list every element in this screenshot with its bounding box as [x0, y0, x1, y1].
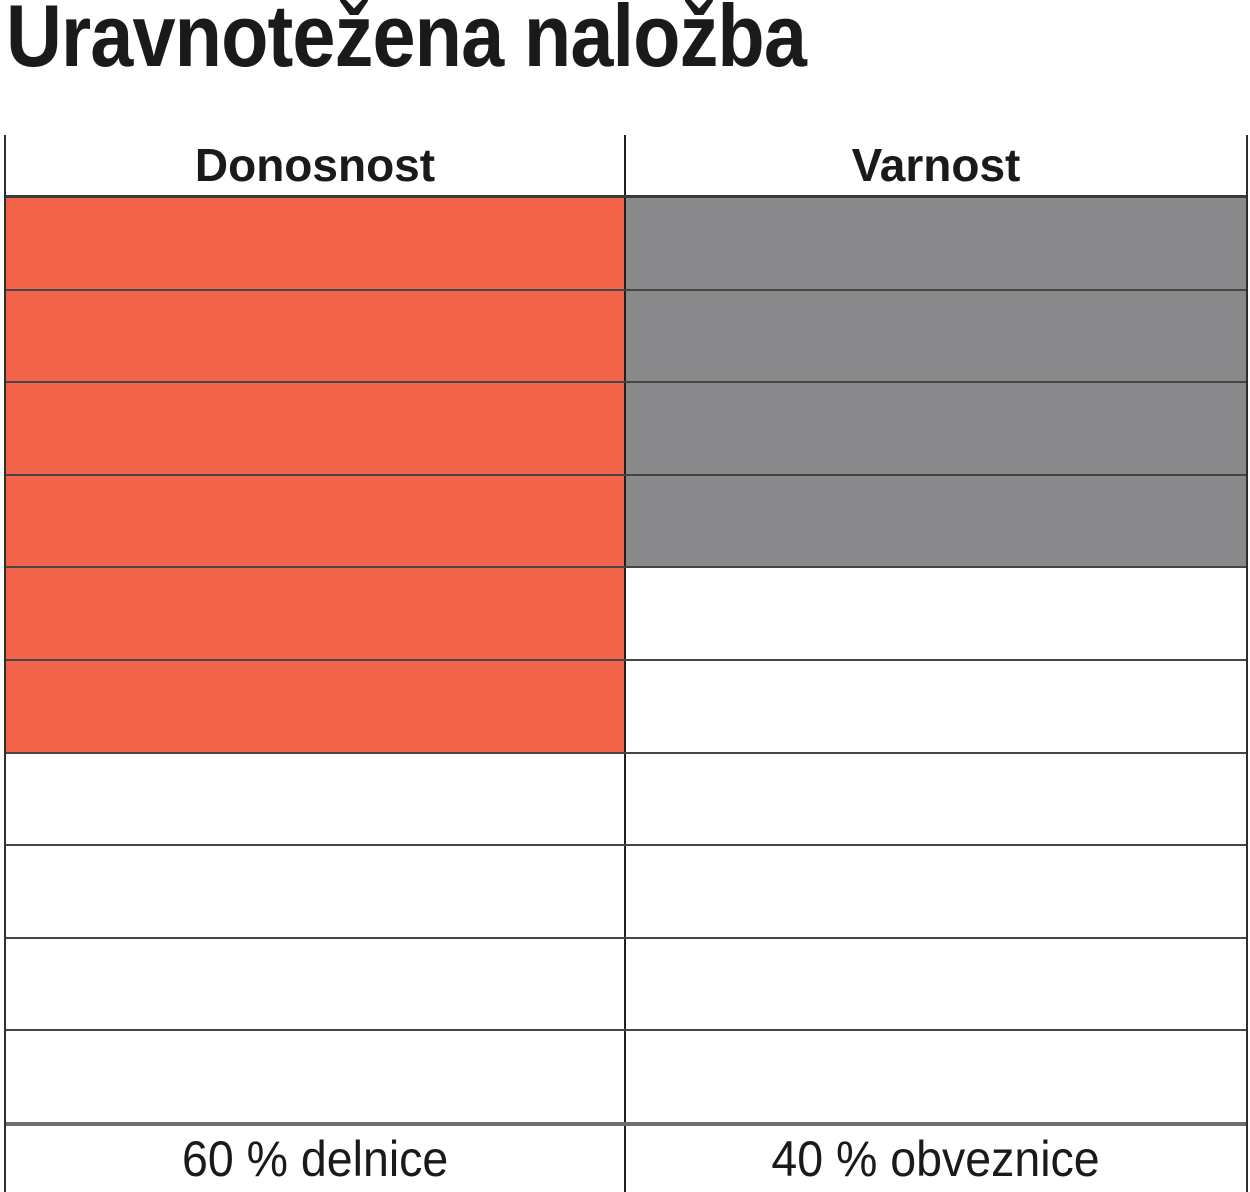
grid-cell-donosnost-3: [6, 383, 626, 474]
grid-cell-donosnost-4: [6, 475, 626, 567]
page-title-text: Uravnotežena naložba: [6, 0, 807, 85]
grid-row: [6, 475, 1246, 569]
grid-cell-varnost-3: [626, 383, 1246, 474]
grid-cell-varnost-5: [626, 568, 1246, 659]
grid-cell-donosnost-7: [6, 753, 626, 845]
investment-grid-chart: Donosnost Varnost 60 % delnice 40 % obve…: [4, 135, 1248, 1192]
grid-row: [6, 846, 1246, 939]
grid-cell-varnost-8: [626, 846, 1246, 937]
grid-row: [6, 938, 1246, 1032]
grid-cell-donosnost-5: [6, 568, 626, 659]
grid-row: [6, 1031, 1246, 1122]
column-header-row: Donosnost Varnost: [6, 135, 1246, 198]
grid-cell-varnost-9: [626, 938, 1246, 1030]
grid-row: [6, 660, 1246, 754]
grid-cell-donosnost-8: [6, 846, 626, 937]
grid-cell-donosnost-9: [6, 938, 626, 1030]
column-header-donosnost: Donosnost: [6, 135, 626, 195]
grid-cell-varnost-7: [626, 753, 1246, 845]
footer-label-row: 60 % delnice 40 % obveznice: [6, 1122, 1246, 1192]
grid-cell-varnost-10: [626, 1031, 1246, 1122]
grid-cell-donosnost-1: [6, 198, 626, 289]
grid-cell-varnost-1: [626, 198, 1246, 289]
grid-cell-donosnost-2: [6, 290, 626, 382]
grid-rows-area: [6, 198, 1246, 1122]
grid-cell-donosnost-6: [6, 660, 626, 752]
grid-row: [6, 290, 1246, 384]
grid-cell-varnost-2: [626, 290, 1246, 382]
grid-cell-varnost-4: [626, 475, 1246, 567]
footer-label-delnice: 60 % delnice: [6, 1126, 626, 1192]
grid-row: [6, 383, 1246, 476]
page-title: Uravnotežena naložba: [6, 0, 1250, 80]
grid-cell-donosnost-10: [6, 1031, 626, 1122]
grid-row: [6, 753, 1246, 847]
footer-label-obveznice: 40 % obveznice: [771, 1131, 1101, 1187]
grid-cell-varnost-6: [626, 660, 1246, 752]
grid-row: [6, 568, 1246, 661]
column-header-varnost: Varnost: [851, 139, 1021, 191]
grid-row: [6, 198, 1246, 291]
